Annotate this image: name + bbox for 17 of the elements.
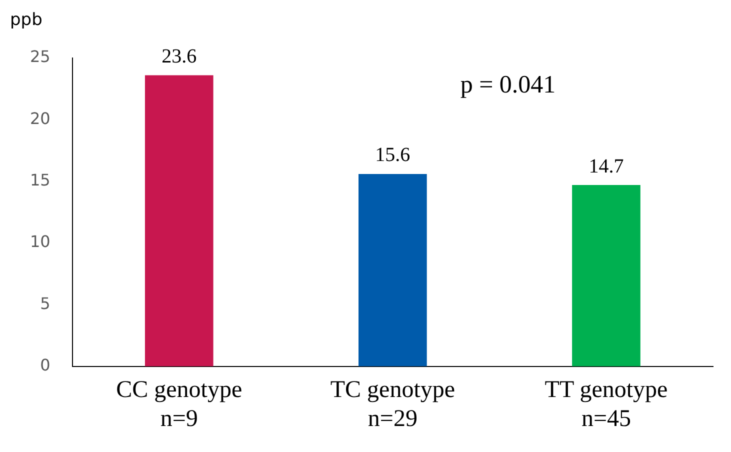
y-tick-label: 25 <box>30 47 50 66</box>
data-label: 14.7 <box>588 155 624 178</box>
data-label: 23.6 <box>162 46 197 68</box>
y-tick-label: 0 <box>40 356 50 375</box>
x-tick-label: TC genotype n=29 <box>330 377 455 432</box>
y-tick-label: 20 <box>30 108 50 128</box>
x-tick-label: CC genotype n=9 <box>116 377 242 432</box>
y-tick-label: 15 <box>30 170 50 190</box>
data-label: 15.6 <box>375 144 410 166</box>
y-tick-label: 5 <box>40 294 50 313</box>
annotation: p = 0.041 <box>460 72 556 99</box>
x-tick-label: TT genotype n=45 <box>544 377 668 432</box>
y-axis-title: ppb <box>10 10 42 30</box>
bar <box>358 174 427 366</box>
bar <box>144 75 214 366</box>
y-tick-label: 10 <box>30 232 50 252</box>
bar <box>572 185 640 366</box>
